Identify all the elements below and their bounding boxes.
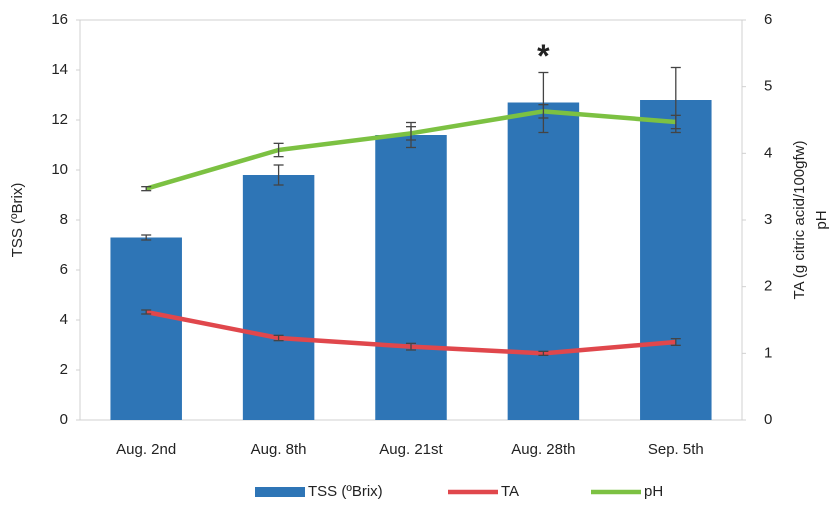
error-bar xyxy=(141,309,152,315)
y2-tick-label: 1 xyxy=(764,344,772,361)
y2-tick-label: 2 xyxy=(764,278,772,295)
legend-label: TSS (ºBrix) xyxy=(308,483,383,500)
legend-swatch xyxy=(255,487,305,497)
y-tick-label: 2 xyxy=(60,361,68,378)
error-bar xyxy=(538,71,549,134)
y2-tick-label: 6 xyxy=(764,11,772,28)
bar xyxy=(110,237,182,420)
y-tick-label: 12 xyxy=(51,111,68,128)
x-tick-label: Aug. 2nd xyxy=(116,441,176,458)
y-tick-label: 6 xyxy=(60,261,68,278)
legend-label: TA xyxy=(501,483,519,500)
x-tick-label: Aug. 21st xyxy=(379,441,443,458)
error-bar xyxy=(273,334,284,342)
bar xyxy=(507,102,580,420)
x-tick-label: Sep. 5th xyxy=(648,441,704,458)
y-axis-label: TSS (ºBrix) xyxy=(9,183,26,258)
y2-axis-label: pH xyxy=(813,210,830,229)
y2-axis-label: TA (g citric acid/100gfw) xyxy=(791,141,808,300)
error-bar xyxy=(670,338,681,346)
y2-tick-label: 4 xyxy=(764,144,772,161)
error-bar xyxy=(670,114,681,130)
y-tick-label: 14 xyxy=(51,61,68,78)
error-bar xyxy=(141,186,152,192)
error-bar xyxy=(141,234,152,241)
error-bar xyxy=(273,164,284,186)
bar xyxy=(640,100,712,420)
y-tick-label: 4 xyxy=(60,311,68,328)
error-bar xyxy=(538,104,549,119)
x-tick-label: Aug. 28th xyxy=(511,441,575,458)
y2-tick-label: 3 xyxy=(764,211,772,228)
x-tick-label: Aug. 8th xyxy=(251,441,307,458)
y-tick-label: 0 xyxy=(60,411,68,428)
y2-tick-label: 5 xyxy=(764,78,772,95)
y2-tick-label: 0 xyxy=(764,411,772,428)
error-bar xyxy=(538,350,549,356)
error-bar xyxy=(406,126,416,141)
y-tick-label: 10 xyxy=(51,161,68,178)
bar xyxy=(242,175,315,420)
bar xyxy=(375,135,447,420)
legend-label: pH xyxy=(644,483,663,500)
error-bar xyxy=(273,142,284,158)
error-bar xyxy=(406,342,416,351)
annotation: * xyxy=(537,38,550,74)
y-tick-label: 16 xyxy=(51,11,68,28)
y-tick-label: 8 xyxy=(60,211,68,228)
